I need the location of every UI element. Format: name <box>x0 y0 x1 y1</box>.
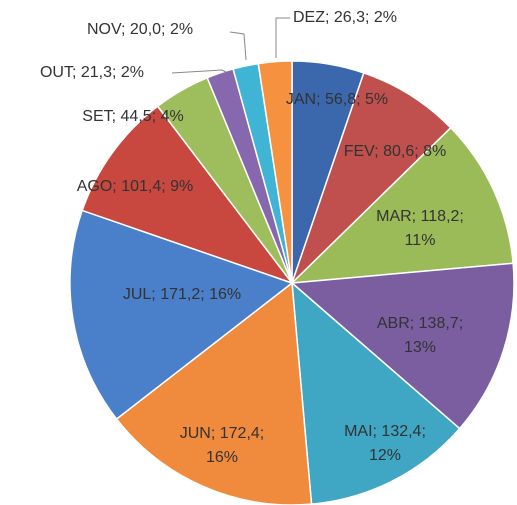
data-label: NOV; 20,0; 2% <box>87 21 193 38</box>
data-label-line: ABR; 138,7; <box>377 315 463 332</box>
pie-slice <box>81 105 295 285</box>
pie-slice <box>291 281 461 505</box>
leader-line <box>275 17 290 58</box>
pie-slice <box>291 71 452 284</box>
leader-line <box>171 69 227 74</box>
data-label-line: 11% <box>405 232 436 249</box>
data-label: AGO; 101,4; 9% <box>77 178 194 195</box>
pie-slice <box>290 262 515 430</box>
data-label: MAI; 132,4; 12% <box>344 423 426 464</box>
data-label: JUN; 172,4; 16% <box>180 425 264 466</box>
data-label: FEV; 80,6; 8% <box>344 143 447 160</box>
pie-slice <box>289 126 514 284</box>
pie-slice <box>257 60 293 284</box>
data-label: ABR; 138,7; 13% <box>377 315 463 356</box>
data-label: DEZ; 26,3; 2% <box>293 9 397 26</box>
data-label: JAN; 56,8; 5% <box>286 91 388 108</box>
data-label-line: JUN; 172,4; <box>180 425 264 442</box>
leader-line <box>229 31 247 61</box>
pie-slice <box>69 209 294 421</box>
data-label-line: MAI; 132,4; <box>344 423 426 440</box>
data-label-line: MAR; 118,2; <box>376 208 464 225</box>
data-label: SET; 44,5; 4% <box>82 108 183 125</box>
data-label: JUL; 171,2; 16% <box>123 286 241 303</box>
data-label-line: 13% <box>404 339 436 356</box>
data-label: OUT; 21,3; 2% <box>40 64 144 81</box>
data-label-line: 16% <box>206 449 238 466</box>
data-label-line: 12% <box>369 447 401 464</box>
data-label: MAR; 118,2; 11% <box>376 208 464 249</box>
